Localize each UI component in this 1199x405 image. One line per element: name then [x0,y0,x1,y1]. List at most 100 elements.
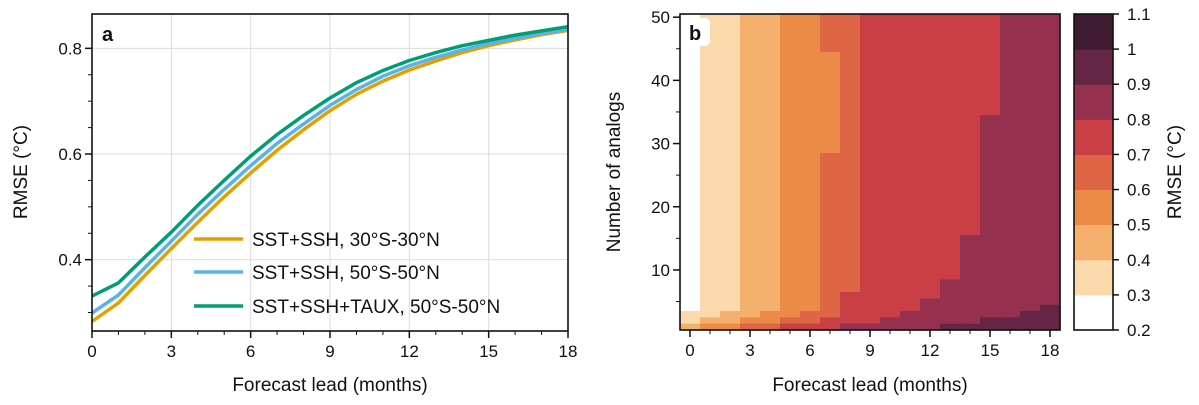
heatmap-cell [700,317,721,325]
heatmap-cell [800,153,821,236]
heatmap-cell [920,51,941,116]
heatmap-cell [940,298,961,306]
heatmap-cell [980,153,1001,236]
colorbar-tick-label: 0.2 [1127,321,1151,340]
heatmap-cell [1020,304,1041,312]
heatmap-cell [920,311,941,318]
heatmap-cell [900,235,921,268]
panel-b: 0 3 6 9 12 15 18 10 20 30 40 50 b Forecast lead (mo… [604,8,1061,396]
heatmap-cell [700,266,721,281]
colorbar-segment [1074,154,1113,191]
heatmap-cell [900,266,921,281]
series-line-3 [91,24,569,298]
heatmap-cell [740,115,761,154]
heatmap-cell [680,279,701,293]
heatmap-cell [1040,311,1061,318]
heatmap-cell [880,298,901,306]
heatmap-cell [740,304,761,312]
x-axis-label-a: Forecast lead (months) [232,375,427,396]
heatmap-cell [960,298,981,306]
y-tick-label-b: 40 [651,71,670,90]
heatmap-cell [680,115,701,154]
heatmap-cell [700,323,721,331]
colorbar-tick-label: 0.8 [1127,110,1151,129]
legend-a: SST+SSH, 30°S-30°N SST+SSH, 50°S-50°N SS… [194,230,500,318]
heatmap-cell [840,292,861,299]
heatmap-cell [720,279,741,293]
heatmap-cell [920,266,941,281]
heatmap-cell [860,311,881,318]
heatmap-cell [860,51,881,116]
panel-label-a: a [102,24,114,46]
heatmap-cell [820,14,841,53]
heatmap-cell [800,323,821,331]
heatmap-cell [820,266,841,281]
heatmap-cell [740,311,761,318]
heatmap-cell [1040,266,1061,281]
heatmap-cell [820,51,841,116]
heatmap-cell [780,304,801,312]
heatmap-cell [860,323,881,331]
heatmap-cell [860,266,881,281]
panel-a: 0 3 6 9 12 15 18 0.4 0.6 0.8 a Forecast lead (mon… [11,13,577,396]
heatmap-cell [740,292,761,299]
y-tick-label-b: 30 [651,135,670,154]
heatmap-cell [860,153,881,236]
panel-label-box-b [684,18,710,46]
x-tick-label-b: 0 [685,341,694,360]
heatmap-cell [820,235,841,268]
heatmap-cell [740,153,761,236]
colorbar-ticks: 0.2 0.3 0.4 0.5 0.6 0.7 0.8 0.9 1 1.1 [1113,5,1151,340]
colorbar-segment [1074,189,1113,226]
panel-label-b: b [689,23,701,45]
heatmap-cell [800,51,821,116]
heatmap-cell [960,266,981,281]
heatmap-cell [1000,311,1021,318]
heatmap-cell [720,153,741,236]
heatmap-cell [900,317,921,325]
heatmap-cell [720,304,741,312]
colorbar-segment [1074,119,1113,155]
heatmap-cell [820,292,841,299]
heatmap-cell [920,14,941,53]
heatmap-cell [800,292,821,299]
heatmap-cell [760,235,781,268]
heatmap-cell [700,235,721,268]
heatmap-cell [800,14,821,53]
colorbar-tick-label: 0.4 [1127,251,1151,270]
heatmap-cell [780,323,801,331]
heatmap-cell [800,266,821,281]
x-tick-label: 0 [87,342,96,361]
colorbar-label: RMSE (°C) [1165,125,1186,219]
heatmap-cell [980,115,1001,154]
heatmap-cell [860,279,881,293]
colorbar-tick-label: 0.7 [1127,145,1151,164]
heatmap-cell [1000,298,1021,306]
x-tick-label: 15 [479,342,498,361]
heatmap-cell [840,235,861,268]
heatmap-cell [1040,51,1061,116]
heatmap-cell [1040,304,1061,312]
ticks-a: 0 3 6 9 12 15 18 0.4 0.6 0.8 [58,39,577,361]
legend-label-series-1: SST+SSH, 30°S-30°N [252,230,440,251]
heatmap-cell [680,266,701,281]
heatmap-cell [840,153,861,236]
x-axis-label-b: Forecast lead (months) [772,375,967,396]
heatmap-cell [820,279,841,293]
heatmap-cell [900,115,921,154]
heatmap-cell [980,235,1001,268]
x-tick-label-b: 18 [1041,341,1060,360]
heatmap-cell [720,298,741,306]
heatmap-cell [960,14,981,53]
heatmap-cell [740,317,761,325]
heatmap-cell [920,115,941,154]
heatmap-cell [880,153,901,236]
heatmap-cell [980,14,1001,53]
colorbar-segment [1074,14,1113,50]
y-axis-label-b: Number of analogs [604,92,625,253]
heatmap-cell [800,298,821,306]
heatmap-cell [760,298,781,306]
heatmap-cell [1020,279,1041,293]
colorbar: 0.2 0.3 0.4 0.5 0.6 0.7 0.8 0.9 1 1.1 RMSE (°C) [1073,5,1186,340]
